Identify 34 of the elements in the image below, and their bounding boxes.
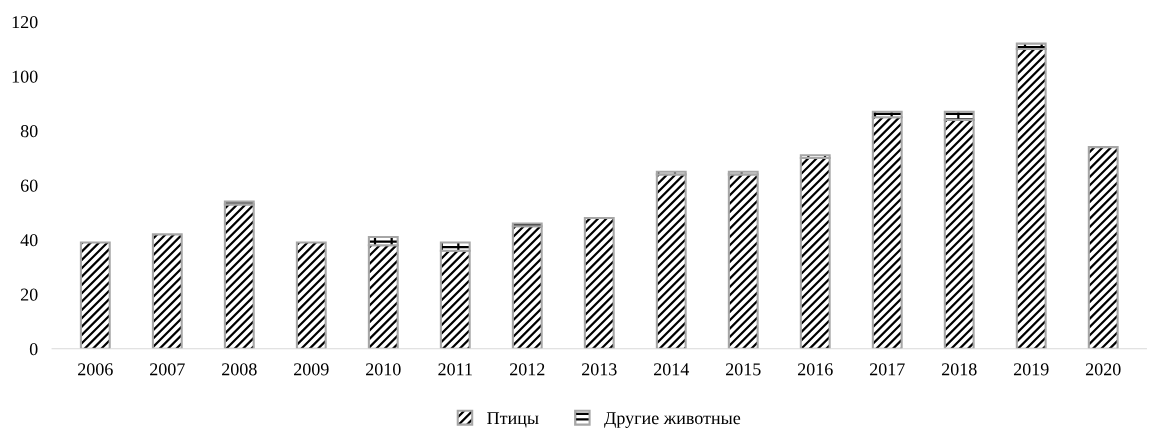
x-tick-label: 2016 [797, 363, 833, 376]
x-tick-label: 2013 [582, 363, 617, 376]
bar [295, 241, 327, 349]
x-tick-label: 2017 [869, 363, 905, 376]
x-tick-label: 2012 [510, 363, 545, 376]
y-tick-label: 80 [20, 125, 38, 138]
bar [151, 233, 183, 349]
x-tick-label: 2019 [1013, 363, 1049, 376]
bar [583, 216, 615, 349]
y-tick-label: 0 [29, 343, 38, 356]
x-tick-label: 2018 [941, 363, 977, 376]
bar [1087, 146, 1119, 349]
bar [79, 241, 111, 349]
legend-label: Другие животные [604, 412, 741, 428]
bar [655, 173, 687, 349]
bar [511, 225, 543, 349]
x-tick-label: 2006 [78, 363, 113, 376]
x-tick-label: 2010 [366, 363, 401, 376]
y-tick-label: 120 [12, 16, 38, 29]
x-tick-label: 2015 [725, 363, 761, 376]
y-tick-label: 100 [12, 70, 38, 83]
x-tick-label: 2008 [222, 363, 257, 376]
x-tick-label: 2007 [150, 363, 185, 376]
y-tick-label: 60 [20, 179, 38, 192]
bar [799, 157, 831, 349]
y-tick-label: 20 [20, 288, 38, 301]
y-tick-label: 40 [20, 234, 38, 247]
legend-label: Птицы [487, 412, 539, 428]
x-tick-label: 2011 [438, 363, 472, 376]
x-tick-label: 2014 [654, 363, 690, 376]
bar [223, 203, 255, 349]
x-tick-label: 2020 [1085, 363, 1121, 376]
x-tick-label: 2009 [294, 363, 329, 376]
bar [727, 173, 759, 349]
